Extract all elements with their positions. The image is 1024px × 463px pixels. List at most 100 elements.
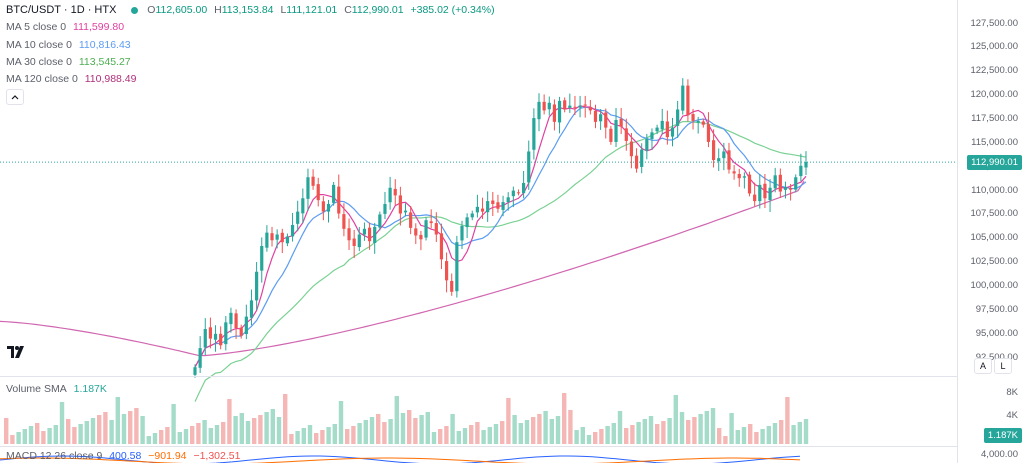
volume-bar [171, 404, 176, 444]
volume-bar [797, 422, 802, 444]
macd-line [0, 455, 801, 463]
candle-body [691, 114, 695, 121]
volume-bar [214, 425, 220, 444]
volume-bar [10, 435, 15, 444]
candle-body [429, 221, 433, 224]
volume-bar [295, 431, 300, 444]
candle-body [255, 271, 259, 301]
indicator-ma5[interactable]: MA 5 close 0 111,599.80 [6, 21, 128, 33]
macd-value-1: 400.58 [109, 450, 142, 462]
volume-bar [357, 423, 362, 444]
volume-bar [704, 411, 709, 444]
candle-body [511, 190, 515, 197]
price-tick-label: 107,500.00 [970, 208, 1018, 220]
volume-bar [419, 415, 424, 444]
candle-body [737, 174, 741, 179]
candle-body [640, 149, 644, 167]
pane-divider[interactable] [0, 376, 958, 377]
volume-bar [717, 428, 722, 444]
volume-bar [642, 419, 647, 444]
volume-bar [487, 427, 492, 444]
price-tick-label: 95,000.00 [975, 327, 1018, 339]
volume-bar [270, 409, 275, 444]
volume-bar [617, 411, 623, 444]
volume-bar [493, 424, 499, 444]
ma30-line [194, 120, 807, 402]
candle-body [624, 128, 628, 141]
macd-value-3: −1,302.51 [193, 450, 241, 462]
candle-body [670, 127, 675, 137]
indicator-ma30[interactable]: MA 30 close 0 113,545.27 [6, 56, 135, 68]
volume-bar [121, 414, 127, 444]
volume-bar [41, 431, 46, 444]
volume-bar [500, 421, 505, 444]
candle-body [403, 210, 408, 213]
indicator-label: MA 120 close 0 [6, 73, 78, 85]
collapse-indicators-button[interactable] [6, 89, 24, 105]
candle-body [706, 124, 711, 142]
ohlc-close: 112,990.01 [351, 4, 404, 16]
volume-bar [103, 412, 108, 444]
volume-bar [183, 429, 189, 444]
candle-body [229, 312, 233, 325]
candle-body [296, 211, 300, 224]
volume-bar [233, 416, 238, 444]
price-tick-label: 105,000.00 [970, 232, 1018, 244]
volume-bar [741, 427, 747, 444]
volume-bar [221, 422, 226, 444]
volume-bar [345, 429, 350, 444]
candle-body [460, 225, 464, 241]
volume-bar [648, 416, 654, 444]
volume-legend[interactable]: Volume SMA 1.187K [6, 383, 111, 395]
pane-divider[interactable] [0, 446, 958, 447]
symbol-title[interactable]: BTC/USDT · 1D · HTX [6, 4, 117, 16]
candle-body [414, 228, 418, 236]
indicator-ma10[interactable]: MA 10 close 0 110,816.43 [6, 39, 135, 51]
candle-body [362, 228, 367, 235]
candle-body [599, 114, 603, 122]
candle-body [583, 104, 587, 106]
volume-bar [16, 432, 21, 444]
candle-body [219, 333, 223, 346]
candle-body [450, 280, 454, 292]
auto-scale-button[interactable]: A [974, 358, 992, 374]
volume-tick: 8K [1006, 387, 1018, 398]
candle-body [532, 118, 536, 150]
volume-bar [785, 397, 790, 444]
candle-body [280, 232, 284, 243]
volume-bar [791, 425, 796, 444]
candle-body [552, 104, 557, 122]
candle-body [347, 228, 351, 241]
ma5-line [194, 105, 807, 368]
macd-legend[interactable]: MACD 12 26 close 9 400.58 −901.94 −1,302… [6, 450, 244, 462]
volume-bar [673, 395, 678, 444]
volume-bar [115, 397, 120, 444]
ma10-line [194, 106, 807, 368]
price-tick-label: 127,500.00 [970, 17, 1018, 29]
price-axis[interactable]: 127,500.00 125,000.00 122,500.00 120,000.00… [957, 0, 1024, 463]
candle-body [193, 367, 197, 375]
volume-bar [369, 417, 375, 444]
volume-bar [301, 428, 306, 444]
candle-body [573, 106, 577, 108]
volume-bar [202, 420, 207, 444]
volume-bar [481, 430, 486, 444]
volume-bar [4, 418, 9, 444]
volume-bar [692, 417, 697, 444]
ohlc-open: 112,605.00 [155, 4, 208, 16]
candle-body [213, 333, 218, 340]
candle-body [619, 118, 623, 127]
volume-bar [264, 412, 269, 444]
candle-body [439, 233, 444, 260]
candle-body [419, 234, 423, 240]
indicator-ma120[interactable]: MA 120 close 0 110,988.49 [6, 73, 141, 85]
volume-bar [363, 420, 368, 444]
tradingview-logo-icon[interactable] [6, 345, 30, 361]
price-chart[interactable] [0, 0, 958, 463]
volume-bar [177, 432, 182, 444]
log-scale-label: L [1000, 361, 1006, 371]
candle-body [783, 186, 788, 190]
log-scale-button[interactable]: L [994, 358, 1012, 374]
candle-body [398, 195, 402, 214]
